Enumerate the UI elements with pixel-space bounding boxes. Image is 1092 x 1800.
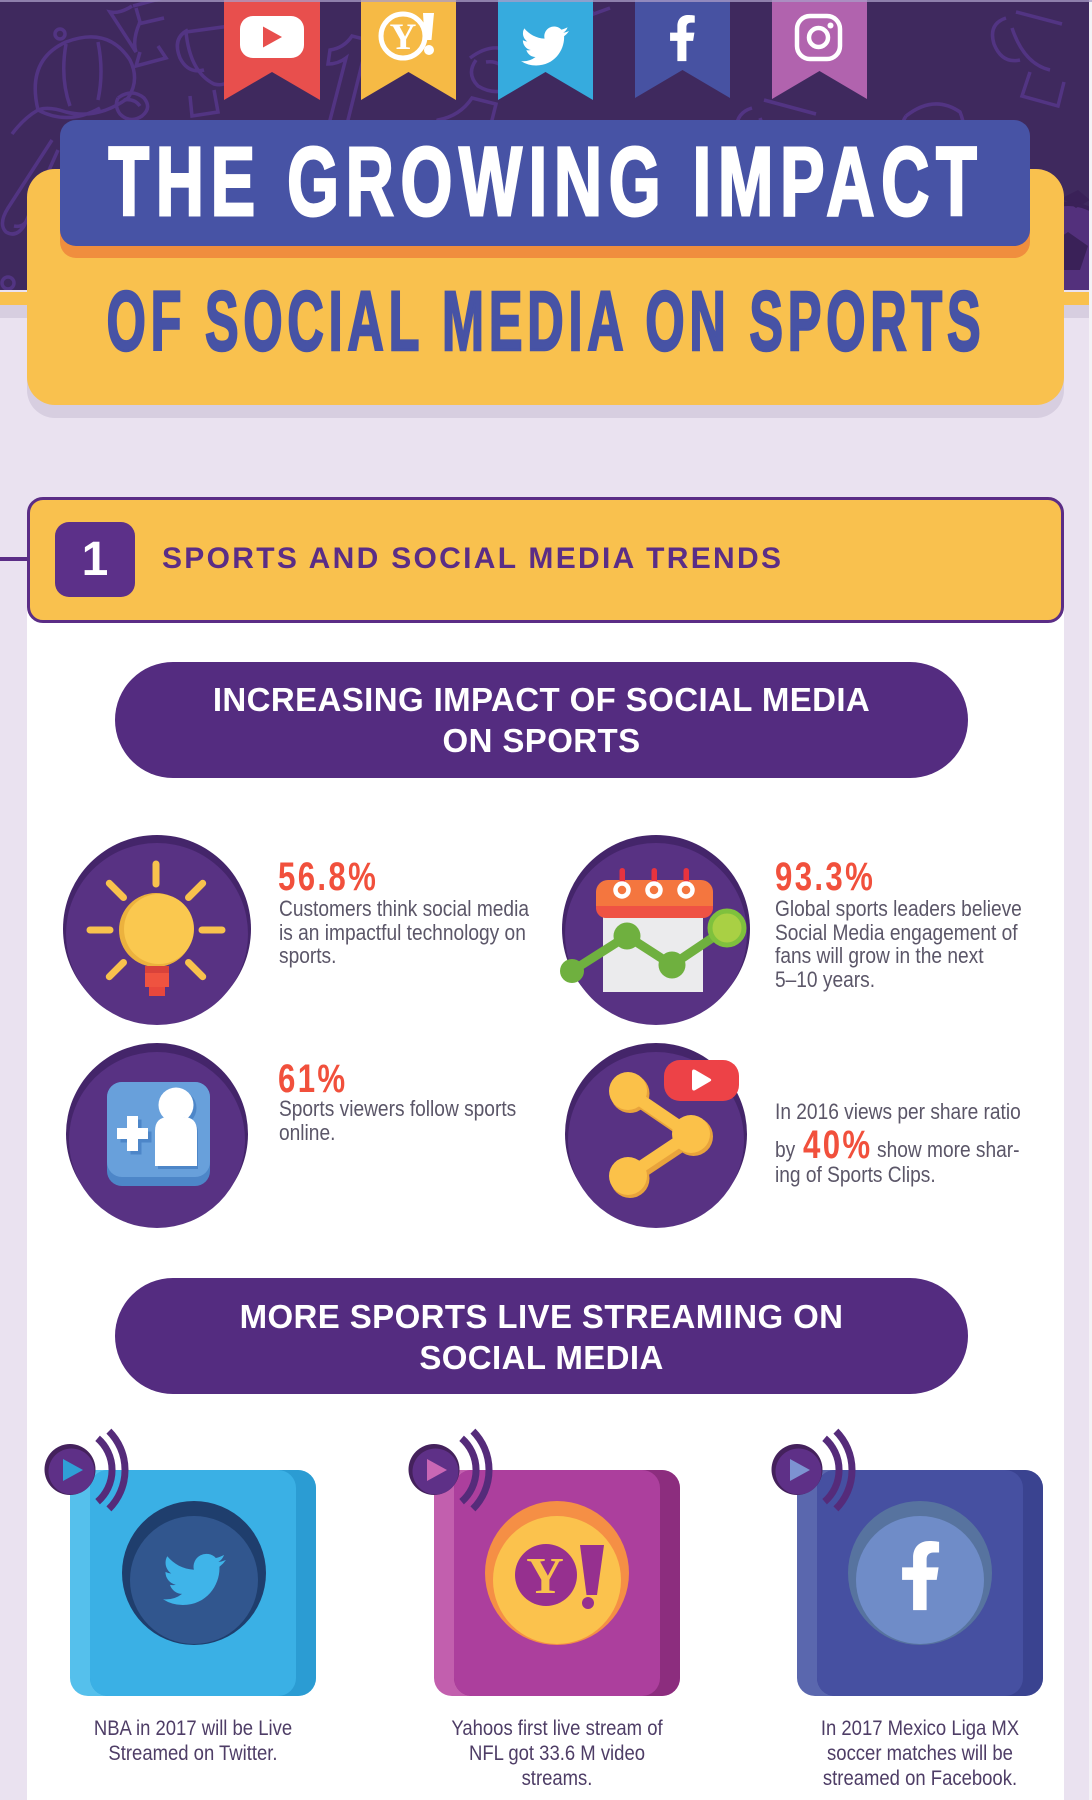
svg-text:Y: Y [526, 1548, 564, 1605]
svg-text:Y: Y [390, 17, 417, 58]
